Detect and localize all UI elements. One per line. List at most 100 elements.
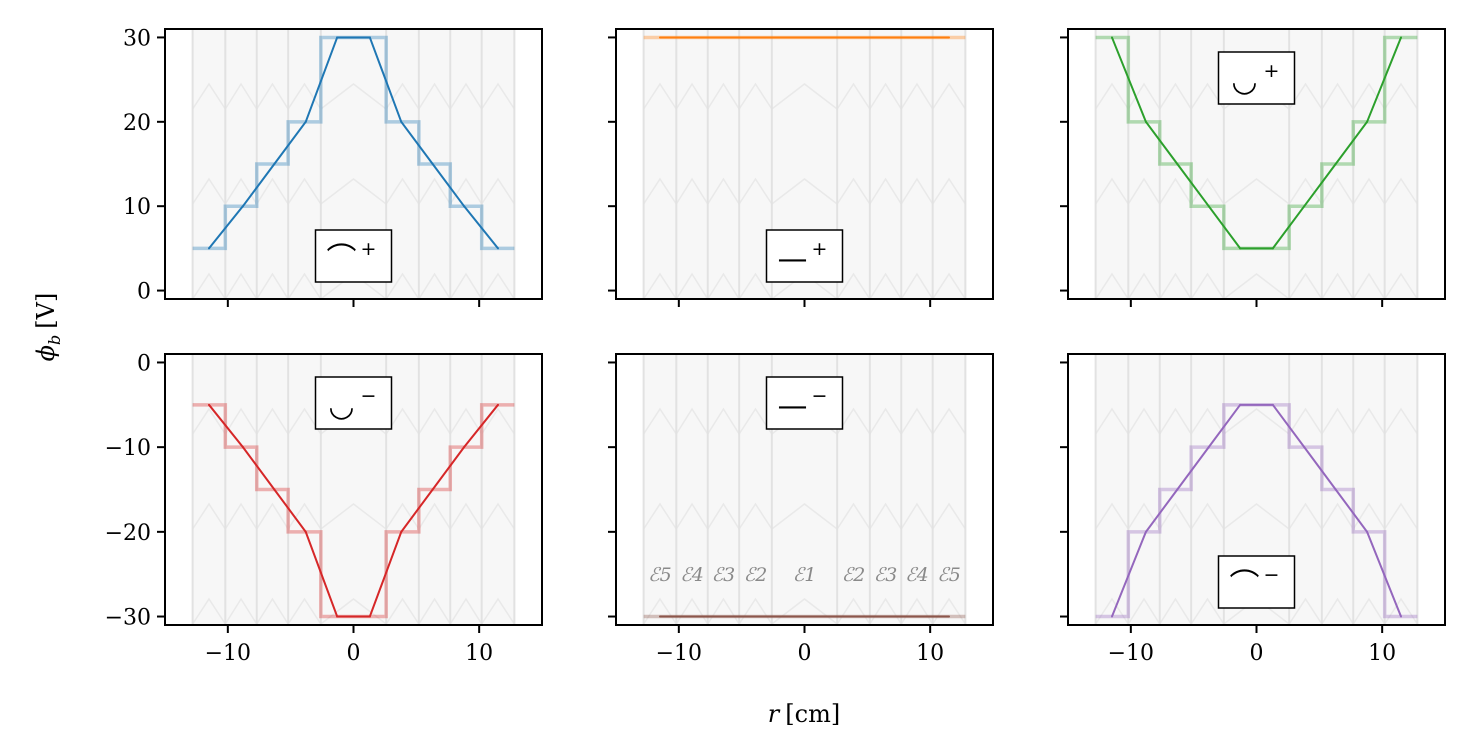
electrode-hatch	[772, 0, 837, 14]
series-point	[1176, 488, 1179, 491]
electrode-hatch	[193, 314, 226, 339]
legend-shape-symbol: —	[778, 242, 808, 277]
panel-top-middle: — +	[608, 0, 994, 307]
series-point	[431, 163, 434, 165]
series-point	[658, 36, 661, 39]
electrode-hatch	[1289, 0, 1322, 14]
electrode-hatch	[1352, 597, 1386, 625]
series-point	[1303, 446, 1306, 449]
y-axis-label-symbol: ϕ	[32, 345, 60, 361]
electrode-hatch	[900, 272, 934, 299]
electrode-hatch	[1223, 273, 1290, 299]
electrode-hatch	[224, 407, 258, 435]
series-point	[1303, 205, 1306, 208]
electrode-hatch	[257, 314, 288, 339]
electrode-hatch	[1160, 0, 1191, 14]
electrode-hatch	[320, 598, 387, 625]
electrode-hatch	[932, 502, 966, 530]
electrode-hatch	[287, 177, 322, 205]
electrode-hatch	[1321, 407, 1354, 435]
electrode-hatch	[481, 82, 515, 110]
electrode-hatch	[1159, 502, 1192, 530]
electrode-hatch	[1288, 272, 1323, 299]
legend-sign: −	[812, 385, 828, 407]
electrode-hatch	[386, 314, 419, 339]
series-point	[368, 36, 371, 39]
electrode-hatch	[1096, 314, 1129, 339]
x-axis-label: r [cm]	[768, 700, 840, 728]
electrode-hatch	[1321, 272, 1354, 299]
electrode-hatch	[708, 0, 739, 14]
electrode-hatch	[192, 407, 226, 435]
y-tick-label: 20	[123, 111, 151, 136]
electrode-hatch	[385, 177, 420, 205]
y-tick-label: 10	[123, 195, 151, 220]
electrode-hatch	[256, 272, 289, 299]
series-point	[207, 403, 210, 406]
series-point	[273, 163, 276, 165]
legend-shape-symbol: ◡	[328, 389, 354, 424]
electrode-hatch	[1322, 0, 1353, 14]
electrode-hatch	[1385, 314, 1418, 339]
electrode-hatch	[449, 407, 483, 435]
panel-bottom-middle: ℰ5 ℰ4 ℰ3 ℰ2 ℰ1 ℰ2 ℰ3 ℰ4 ℰ5 −10 0 10 — −	[608, 314, 994, 666]
electrode-hatch	[287, 502, 322, 530]
electrode-hatch	[1159, 272, 1192, 299]
electrode-hatch	[933, 314, 966, 339]
series-point	[336, 615, 339, 618]
electrode-hatch	[1128, 314, 1159, 339]
y-axis-label-unit: [V]	[32, 293, 60, 329]
electrode-hatch	[1159, 177, 1192, 205]
legend-box: — +	[765, 229, 844, 283]
electrode-hatch	[901, 314, 932, 339]
electrode-hatch	[1289, 314, 1322, 339]
electrode-hatch	[224, 502, 258, 530]
electrode-hatch	[707, 177, 740, 205]
x-tick-label: 0	[1250, 641, 1264, 666]
electrode-hatch	[644, 314, 677, 339]
series-point	[1334, 488, 1337, 491]
electrode-hatch	[386, 0, 419, 14]
electrode-hatch	[1288, 502, 1323, 530]
series-line	[208, 36, 499, 250]
electrode-hatch	[771, 83, 838, 110]
electrode-hatch	[1224, 314, 1289, 339]
electrode-hatch	[1223, 408, 1290, 435]
series-point	[1110, 36, 1113, 39]
electrode-hatch	[1223, 503, 1290, 530]
electrode-hatch	[900, 407, 934, 435]
y-axis-label-subscript: b	[45, 335, 64, 345]
electrode-hatch	[385, 597, 420, 625]
series-point	[1144, 120, 1147, 123]
electrode-hatch	[418, 82, 451, 110]
series-point	[273, 488, 276, 491]
series-point	[658, 615, 661, 618]
x-tick-label: 10	[916, 641, 944, 666]
electrode-label: ℰ3	[712, 564, 736, 586]
electrode-label: ℰ3	[874, 564, 898, 586]
legend-shape-symbol: ⌒	[1230, 568, 1260, 603]
y-axis-label: ϕb [V]	[32, 293, 64, 362]
electrode-hatch	[836, 82, 871, 110]
electrode-hatch	[1384, 272, 1418, 299]
electrode-hatch	[738, 177, 773, 205]
electrode-hatch	[1288, 177, 1323, 205]
electrode-hatch	[1159, 407, 1192, 435]
legend-sign: −	[1264, 564, 1280, 586]
electrode-hatch	[287, 82, 322, 110]
electrode-hatch	[643, 272, 677, 299]
electrode-hatch	[256, 177, 289, 205]
electrode-hatch	[192, 502, 226, 530]
electrode-hatch	[482, 314, 515, 339]
electrode-hatch	[256, 82, 289, 110]
electrode-hatch	[643, 177, 677, 205]
electrode-hatch	[1095, 597, 1129, 625]
electrode-hatch	[1384, 407, 1418, 435]
series-point	[1144, 530, 1147, 533]
electrode-hatch	[869, 177, 902, 205]
electrode-hatch	[193, 0, 226, 14]
electrode-hatch	[772, 314, 837, 339]
electrode-hatch	[933, 0, 966, 14]
